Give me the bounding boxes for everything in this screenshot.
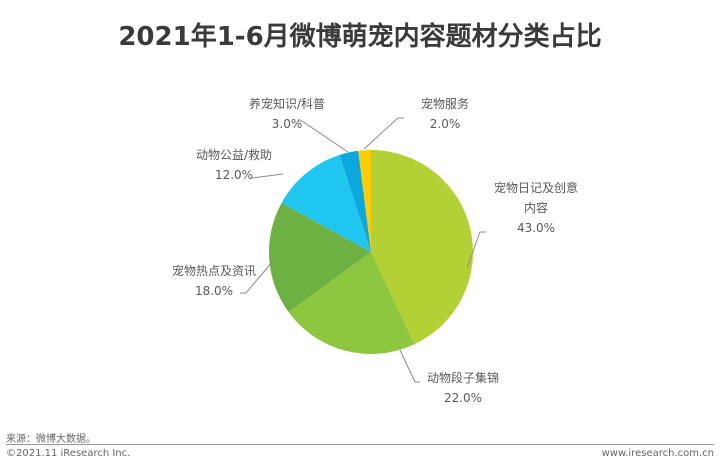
- label-pet-knowledge: 养宠知识/科普 3.0%: [242, 94, 332, 134]
- label-pet-service-value: 2.0%: [429, 117, 461, 131]
- label-pet-service-name: 宠物服务: [420, 97, 469, 111]
- label-pet-diary: 宠物日记及创意 内容 43.0%: [484, 178, 588, 238]
- label-animal-welfare-name: 动物公益/救助: [195, 148, 273, 162]
- label-animal-jokes-name: 动物段子集锦: [426, 371, 499, 385]
- label-pet-knowledge-value: 3.0%: [271, 117, 303, 131]
- label-pet-diary-name-2: 内容: [523, 201, 548, 215]
- leader-line: [399, 349, 420, 383]
- leader-line: [466, 231, 486, 269]
- leader-line: [363, 117, 404, 150]
- label-pet-diary-name-1: 宠物日记及创意: [493, 181, 578, 195]
- label-pet-service: 宠物服务 2.0%: [405, 94, 485, 134]
- copyright: ©2021.11 iResearch Inc.: [6, 448, 131, 459]
- source-note: 来源：微博大数据。: [6, 434, 96, 445]
- chart-title: 2021年1-6月微博萌宠内容题材分类占比: [118, 22, 602, 52]
- pie-slice: [269, 202, 371, 312]
- label-pet-diary-value: 43.0%: [516, 221, 556, 235]
- footer-divider: [6, 444, 714, 445]
- pie-slice: [371, 150, 473, 345]
- label-animal-jokes: 动物段子集锦 22.0%: [418, 368, 508, 408]
- label-pet-news-value: 18.0%: [194, 284, 234, 298]
- label-animal-jokes-value: 22.0%: [443, 391, 483, 405]
- leader-line: [251, 173, 284, 179]
- label-pet-news: 宠物热点及资讯 18.0%: [164, 261, 264, 301]
- website-link[interactable]: www.iresearch.com.cn: [601, 448, 714, 459]
- label-pet-knowledge-name: 养宠知识/科普: [248, 97, 326, 111]
- pie-slice: [358, 150, 371, 252]
- leader-line: [240, 261, 273, 294]
- label-animal-welfare: 动物公益/救助 12.0%: [186, 145, 282, 185]
- pie-slice: [339, 150, 371, 252]
- pie-slice: [288, 252, 415, 354]
- pie-slice: [281, 154, 371, 252]
- label-animal-welfare-value: 12.0%: [214, 168, 254, 182]
- leader-line: [298, 120, 349, 153]
- label-pet-news-name: 宠物热点及资讯: [171, 264, 256, 278]
